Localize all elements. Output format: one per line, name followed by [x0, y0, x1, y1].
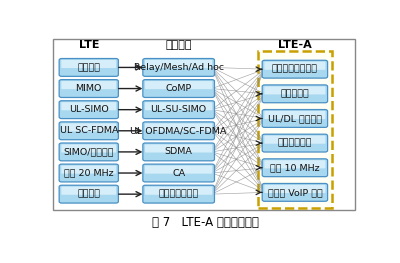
FancyBboxPatch shape	[59, 122, 118, 140]
FancyBboxPatch shape	[59, 80, 118, 98]
Text: LTE-A: LTE-A	[278, 40, 312, 50]
FancyBboxPatch shape	[61, 144, 116, 153]
FancyBboxPatch shape	[262, 159, 328, 177]
Text: 图 7   LTE-A 主要技术手段: 图 7 LTE-A 主要技术手段	[152, 216, 258, 229]
FancyBboxPatch shape	[143, 101, 214, 119]
FancyBboxPatch shape	[59, 143, 118, 161]
Text: 宽带 20 MHz: 宽带 20 MHz	[64, 169, 114, 178]
Text: UL OFDMA/SC-FDMA: UL OFDMA/SC-FDMA	[130, 126, 227, 135]
FancyBboxPatch shape	[262, 184, 328, 201]
FancyBboxPatch shape	[143, 80, 214, 98]
FancyBboxPatch shape	[145, 187, 212, 195]
Text: SIMO/波束赋形: SIMO/波束赋形	[64, 147, 114, 156]
FancyBboxPatch shape	[143, 122, 214, 140]
FancyBboxPatch shape	[61, 60, 116, 68]
FancyBboxPatch shape	[59, 164, 118, 182]
FancyBboxPatch shape	[262, 134, 328, 152]
FancyBboxPatch shape	[59, 185, 118, 203]
Text: 能力增强: 能力增强	[166, 40, 192, 50]
Text: Relay/Mesh/Ad hoc: Relay/Mesh/Ad hoc	[134, 63, 224, 72]
FancyBboxPatch shape	[145, 165, 212, 174]
FancyBboxPatch shape	[264, 62, 326, 70]
FancyBboxPatch shape	[61, 102, 116, 110]
Text: UL-SU-SIMO: UL-SU-SIMO	[150, 105, 207, 114]
Text: UL-SIMO: UL-SIMO	[69, 105, 109, 114]
FancyBboxPatch shape	[61, 165, 116, 174]
Text: 更高的 VoIP 容量: 更高的 VoIP 容量	[268, 188, 322, 197]
FancyBboxPatch shape	[61, 187, 116, 195]
FancyBboxPatch shape	[264, 111, 326, 119]
Text: 增强的调度能力: 增强的调度能力	[158, 190, 199, 199]
FancyBboxPatch shape	[145, 60, 212, 68]
Text: LTE: LTE	[78, 40, 99, 50]
FancyBboxPatch shape	[264, 185, 326, 193]
FancyBboxPatch shape	[264, 160, 326, 168]
Text: CA: CA	[172, 169, 185, 178]
FancyBboxPatch shape	[262, 85, 328, 103]
FancyBboxPatch shape	[145, 102, 212, 110]
Text: MIMO: MIMO	[76, 84, 102, 93]
Text: CoMP: CoMP	[166, 84, 192, 93]
FancyBboxPatch shape	[143, 143, 214, 161]
FancyBboxPatch shape	[59, 59, 118, 76]
Text: UL SC-FDMA: UL SC-FDMA	[60, 126, 118, 135]
FancyBboxPatch shape	[59, 101, 118, 119]
Text: 更好的覆盖: 更好的覆盖	[280, 89, 309, 98]
FancyBboxPatch shape	[145, 144, 212, 153]
FancyBboxPatch shape	[258, 51, 332, 208]
Text: 持续调度: 持续调度	[77, 190, 100, 199]
FancyBboxPatch shape	[264, 136, 326, 144]
FancyBboxPatch shape	[143, 164, 214, 182]
FancyBboxPatch shape	[145, 81, 212, 89]
FancyBboxPatch shape	[143, 59, 214, 76]
FancyBboxPatch shape	[61, 123, 116, 132]
FancyBboxPatch shape	[262, 110, 328, 127]
FancyBboxPatch shape	[143, 185, 214, 203]
FancyBboxPatch shape	[264, 86, 326, 94]
FancyBboxPatch shape	[53, 39, 355, 210]
Text: UL/DL 性能改善: UL/DL 性能改善	[268, 114, 322, 123]
FancyBboxPatch shape	[61, 81, 116, 89]
FancyBboxPatch shape	[145, 123, 212, 132]
Text: 宽带 10 MHz: 宽带 10 MHz	[270, 163, 320, 172]
FancyBboxPatch shape	[262, 60, 328, 78]
Text: 更好的频谱利用率: 更好的频谱利用率	[272, 65, 318, 74]
Text: 单跳网络: 单跳网络	[77, 63, 100, 72]
Text: SDMA: SDMA	[165, 147, 192, 156]
Text: 峰値速率改善: 峰値速率改善	[278, 139, 312, 148]
